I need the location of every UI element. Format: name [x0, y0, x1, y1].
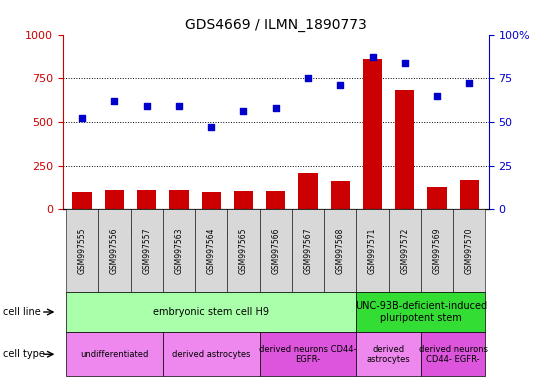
Bar [428, 187, 447, 209]
Point [78, 115, 86, 121]
Text: GSM997565: GSM997565 [239, 227, 248, 274]
Text: undifferentiated: undifferentiated [80, 350, 149, 359]
Title: GDS4669 / ILMN_1890773: GDS4669 / ILMN_1890773 [185, 18, 366, 32]
Bar [298, 172, 318, 209]
Bar [266, 191, 286, 209]
Text: ■ percentile rank within the sample: ■ percentile rank within the sample [66, 227, 244, 237]
Point [400, 60, 409, 66]
Text: derived astrocytes: derived astrocytes [172, 350, 251, 359]
Point [432, 93, 441, 99]
Point [271, 105, 280, 111]
Bar [363, 59, 382, 209]
Text: derived
astrocytes: derived astrocytes [367, 344, 411, 364]
Text: GSM997572: GSM997572 [400, 227, 410, 274]
Point [465, 80, 474, 86]
Point [110, 98, 119, 104]
Point [143, 103, 151, 109]
Bar [460, 180, 479, 209]
Text: GSM997568: GSM997568 [336, 227, 345, 274]
Bar [137, 190, 156, 209]
Point [175, 103, 183, 109]
Bar [169, 190, 188, 209]
Bar [105, 190, 124, 209]
Text: UNC-93B-deficient-induced
pluripotent stem: UNC-93B-deficient-induced pluripotent st… [355, 301, 487, 323]
Text: derived neurons CD44-
EGFR-: derived neurons CD44- EGFR- [259, 344, 357, 364]
Text: cell line: cell line [3, 307, 40, 317]
Bar [234, 191, 253, 209]
Text: GSM997566: GSM997566 [271, 227, 280, 274]
Text: GSM997564: GSM997564 [207, 227, 216, 274]
Text: GSM997569: GSM997569 [432, 227, 442, 274]
Bar [201, 192, 221, 209]
Text: ■ count: ■ count [66, 216, 106, 226]
Point [304, 75, 312, 81]
Bar [395, 91, 414, 209]
Text: cell type: cell type [3, 349, 45, 359]
Text: GSM997570: GSM997570 [465, 227, 474, 274]
Bar [330, 181, 350, 209]
Point [368, 54, 377, 60]
Point [336, 82, 345, 88]
Text: GSM997556: GSM997556 [110, 227, 119, 274]
Point [239, 108, 248, 114]
Text: derived neurons
CD44- EGFR-: derived neurons CD44- EGFR- [419, 344, 488, 364]
Text: GSM997567: GSM997567 [304, 227, 312, 274]
Point [207, 124, 216, 130]
Text: embryonic stem cell H9: embryonic stem cell H9 [153, 307, 269, 317]
Text: GSM997555: GSM997555 [78, 227, 87, 274]
Text: GSM997557: GSM997557 [142, 227, 151, 274]
Text: GSM997571: GSM997571 [368, 227, 377, 274]
Text: GSM997563: GSM997563 [174, 227, 183, 274]
Bar [73, 192, 92, 209]
